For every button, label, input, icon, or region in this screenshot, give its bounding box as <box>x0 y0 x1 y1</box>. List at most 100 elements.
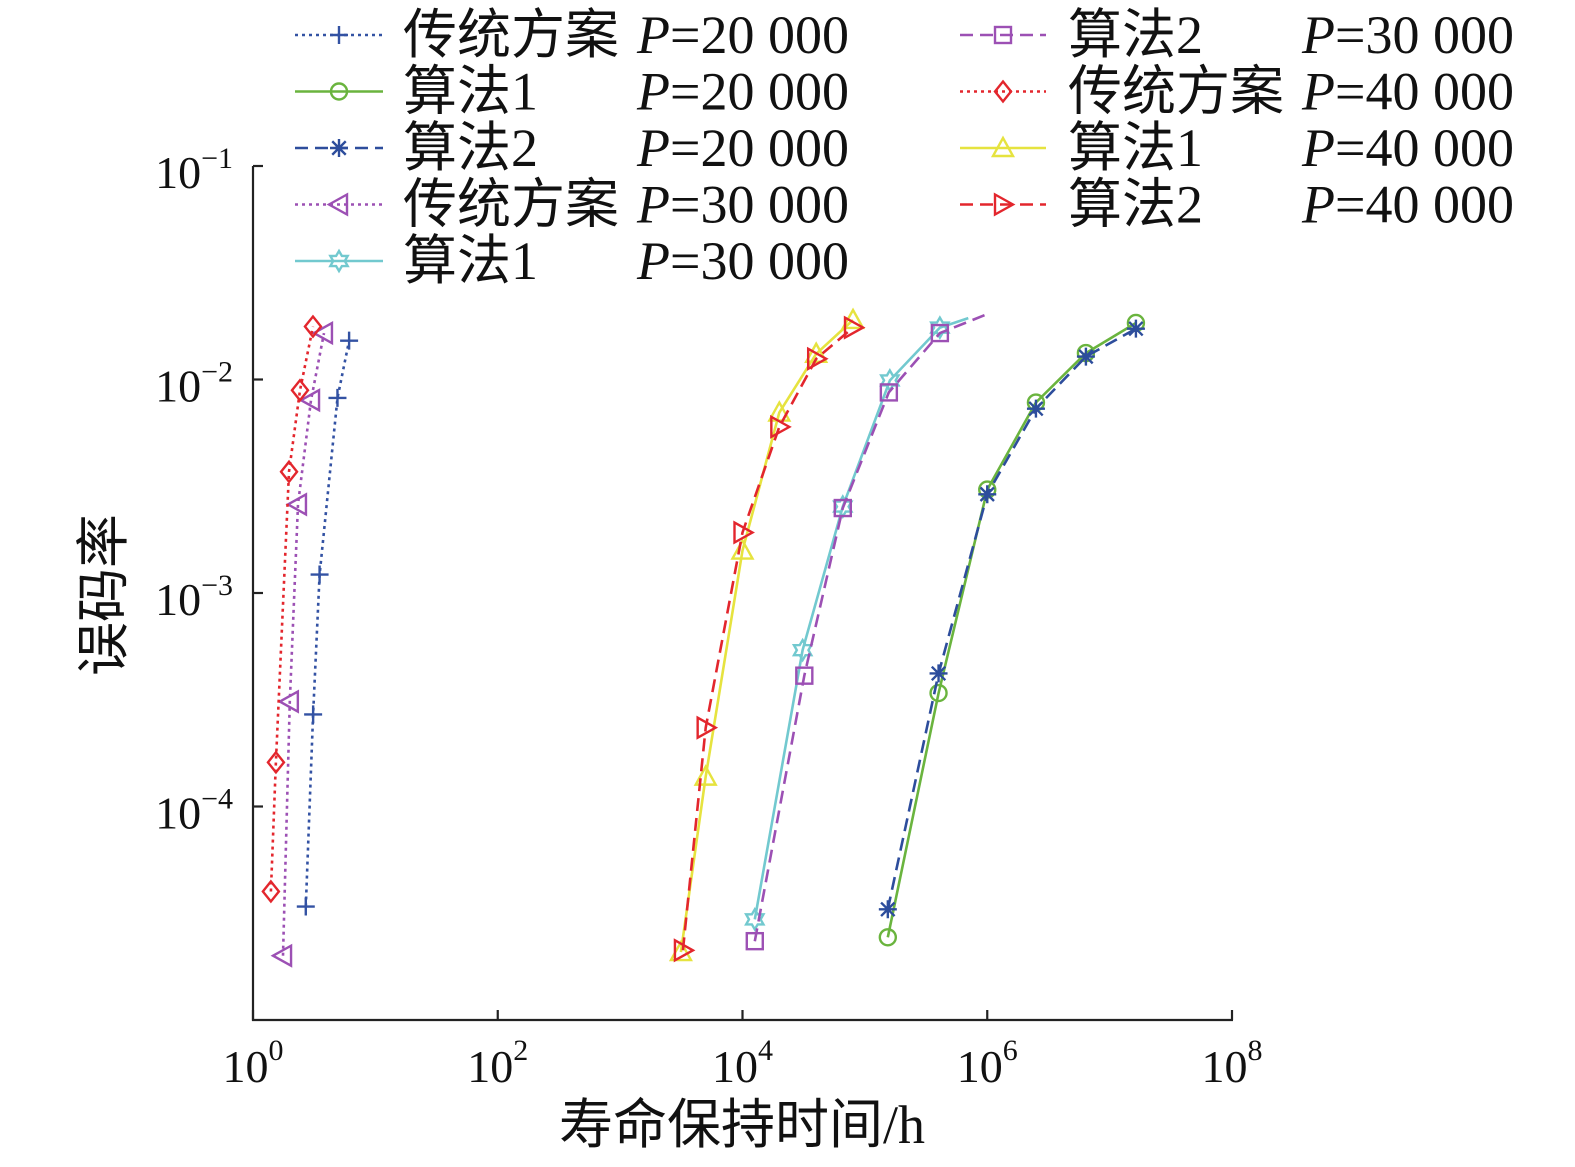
legend-entry: 算法2 P=30 000 <box>960 5 1514 65</box>
data-point-marker <box>311 321 334 346</box>
data-point-marker <box>795 666 814 685</box>
data-point-marker <box>1026 399 1045 418</box>
data-point-marker <box>340 331 359 350</box>
legend-label: 算法2 <box>1068 175 1203 235</box>
series-line <box>281 332 326 956</box>
series-8 <box>668 307 866 962</box>
legend-entry: 传统方案 P=30 000 <box>295 175 849 235</box>
series-3 <box>878 319 1145 919</box>
data-point-marker <box>1126 319 1145 338</box>
legend-marker <box>993 192 1016 217</box>
series-line <box>681 326 854 951</box>
y-tick-label: 10−4 <box>155 783 233 839</box>
axis-ticks: 100 102 104 106 108 10−1 10−2 10−3 10−4 <box>155 142 1262 1092</box>
data-point-marker <box>266 750 286 775</box>
legend-label: 算法2 <box>1068 5 1203 65</box>
legend-marker <box>330 139 348 157</box>
y-tick-label: 10−1 <box>155 142 233 198</box>
legend-param: P=40 000 <box>1301 118 1514 178</box>
legend-param: P=30 000 <box>636 175 849 235</box>
data-point-marker <box>673 938 696 963</box>
data-point-marker <box>730 538 755 560</box>
data-point-marker <box>929 315 951 340</box>
data-point-marker <box>277 689 300 714</box>
data-point-marker <box>303 314 323 339</box>
data-point-marker <box>929 683 948 703</box>
y-axis-label: 误码率 <box>74 514 134 676</box>
data-point-marker <box>804 341 829 363</box>
data-point-marker <box>878 928 898 947</box>
data-point-marker <box>733 520 755 545</box>
legend-label: 算法1 <box>403 62 538 122</box>
data-point-marker <box>878 900 897 919</box>
legend-label: 传统方案 <box>1068 62 1284 122</box>
series-1 <box>296 331 359 916</box>
data-point-marker <box>279 459 299 484</box>
legend-entry: 算法1 P=30 000 <box>295 231 849 291</box>
data-point-marker <box>310 565 329 584</box>
data-point-marker <box>696 715 719 740</box>
legend-label: 算法1 <box>1068 118 1203 178</box>
series-line <box>753 316 969 920</box>
x-axis-label: 寿命保持时间/h <box>559 1095 925 1155</box>
series-line <box>886 321 1137 938</box>
data-point-marker <box>298 388 321 413</box>
series-layer <box>261 307 1146 968</box>
data-point-marker <box>270 943 293 968</box>
data-point-marker <box>843 315 866 340</box>
legend-entry: 算法2 P=40 000 <box>960 175 1514 235</box>
data-point-marker <box>929 664 948 683</box>
legend-label: 传统方案 <box>403 175 619 235</box>
legend-marker <box>993 79 1013 104</box>
data-point-marker <box>285 492 308 517</box>
legend-entry: 传统方案 P=40 000 <box>960 62 1514 122</box>
data-point-marker <box>745 931 764 951</box>
data-point-marker <box>770 414 792 439</box>
legend-entry: 传统方案 P=20 000 <box>295 5 849 65</box>
x-tick-label: 102 <box>467 1034 528 1092</box>
legend-entry: 算法1 P=20 000 <box>295 62 849 122</box>
legend-marker <box>990 135 1016 158</box>
legend-param: P=20 000 <box>636 118 849 178</box>
legend-marker <box>328 248 350 274</box>
legend-param: P=30 000 <box>1301 5 1514 65</box>
data-point-marker <box>879 383 899 402</box>
legend-label: 传统方案 <box>403 5 619 65</box>
legend-param: P=40 000 <box>1301 175 1514 235</box>
axes <box>251 166 1233 1022</box>
legend-marker <box>330 26 348 44</box>
y-tick-label: 10−2 <box>155 356 233 412</box>
data-point-marker <box>978 485 997 504</box>
x-tick-label: 104 <box>712 1034 773 1092</box>
legend-param: P=20 000 <box>636 62 849 122</box>
series-9 <box>673 315 866 963</box>
legend-param: P=40 000 <box>1301 62 1514 122</box>
series-6 <box>745 313 985 951</box>
data-point-marker <box>296 897 315 916</box>
legend-param: P=20 000 <box>636 5 849 65</box>
x-tick-label: 106 <box>957 1034 1018 1092</box>
data-point-marker <box>328 388 347 407</box>
data-point-marker <box>304 705 323 724</box>
legend-marker <box>329 82 349 101</box>
data-point-marker <box>693 764 718 786</box>
legend-entry: 算法2 P=20 000 <box>295 118 849 178</box>
series-line <box>304 340 351 907</box>
legend-param: P=30 000 <box>636 231 849 291</box>
y-tick-label: 10−3 <box>155 569 233 625</box>
data-point-marker <box>744 906 766 932</box>
legend-label: 算法1 <box>403 231 538 291</box>
data-point-marker <box>930 323 950 343</box>
legend-label: 算法2 <box>403 118 538 178</box>
series-7 <box>261 314 323 904</box>
legend-marker <box>326 192 349 217</box>
x-tick-label: 108 <box>1202 1034 1263 1092</box>
series-line <box>269 326 315 892</box>
series-line <box>679 319 854 953</box>
series-line <box>886 327 1137 910</box>
data-point-marker <box>833 498 852 518</box>
data-point-marker <box>261 879 281 904</box>
x-tick-label: 100 <box>223 1034 284 1092</box>
legend-marker <box>993 25 1013 45</box>
